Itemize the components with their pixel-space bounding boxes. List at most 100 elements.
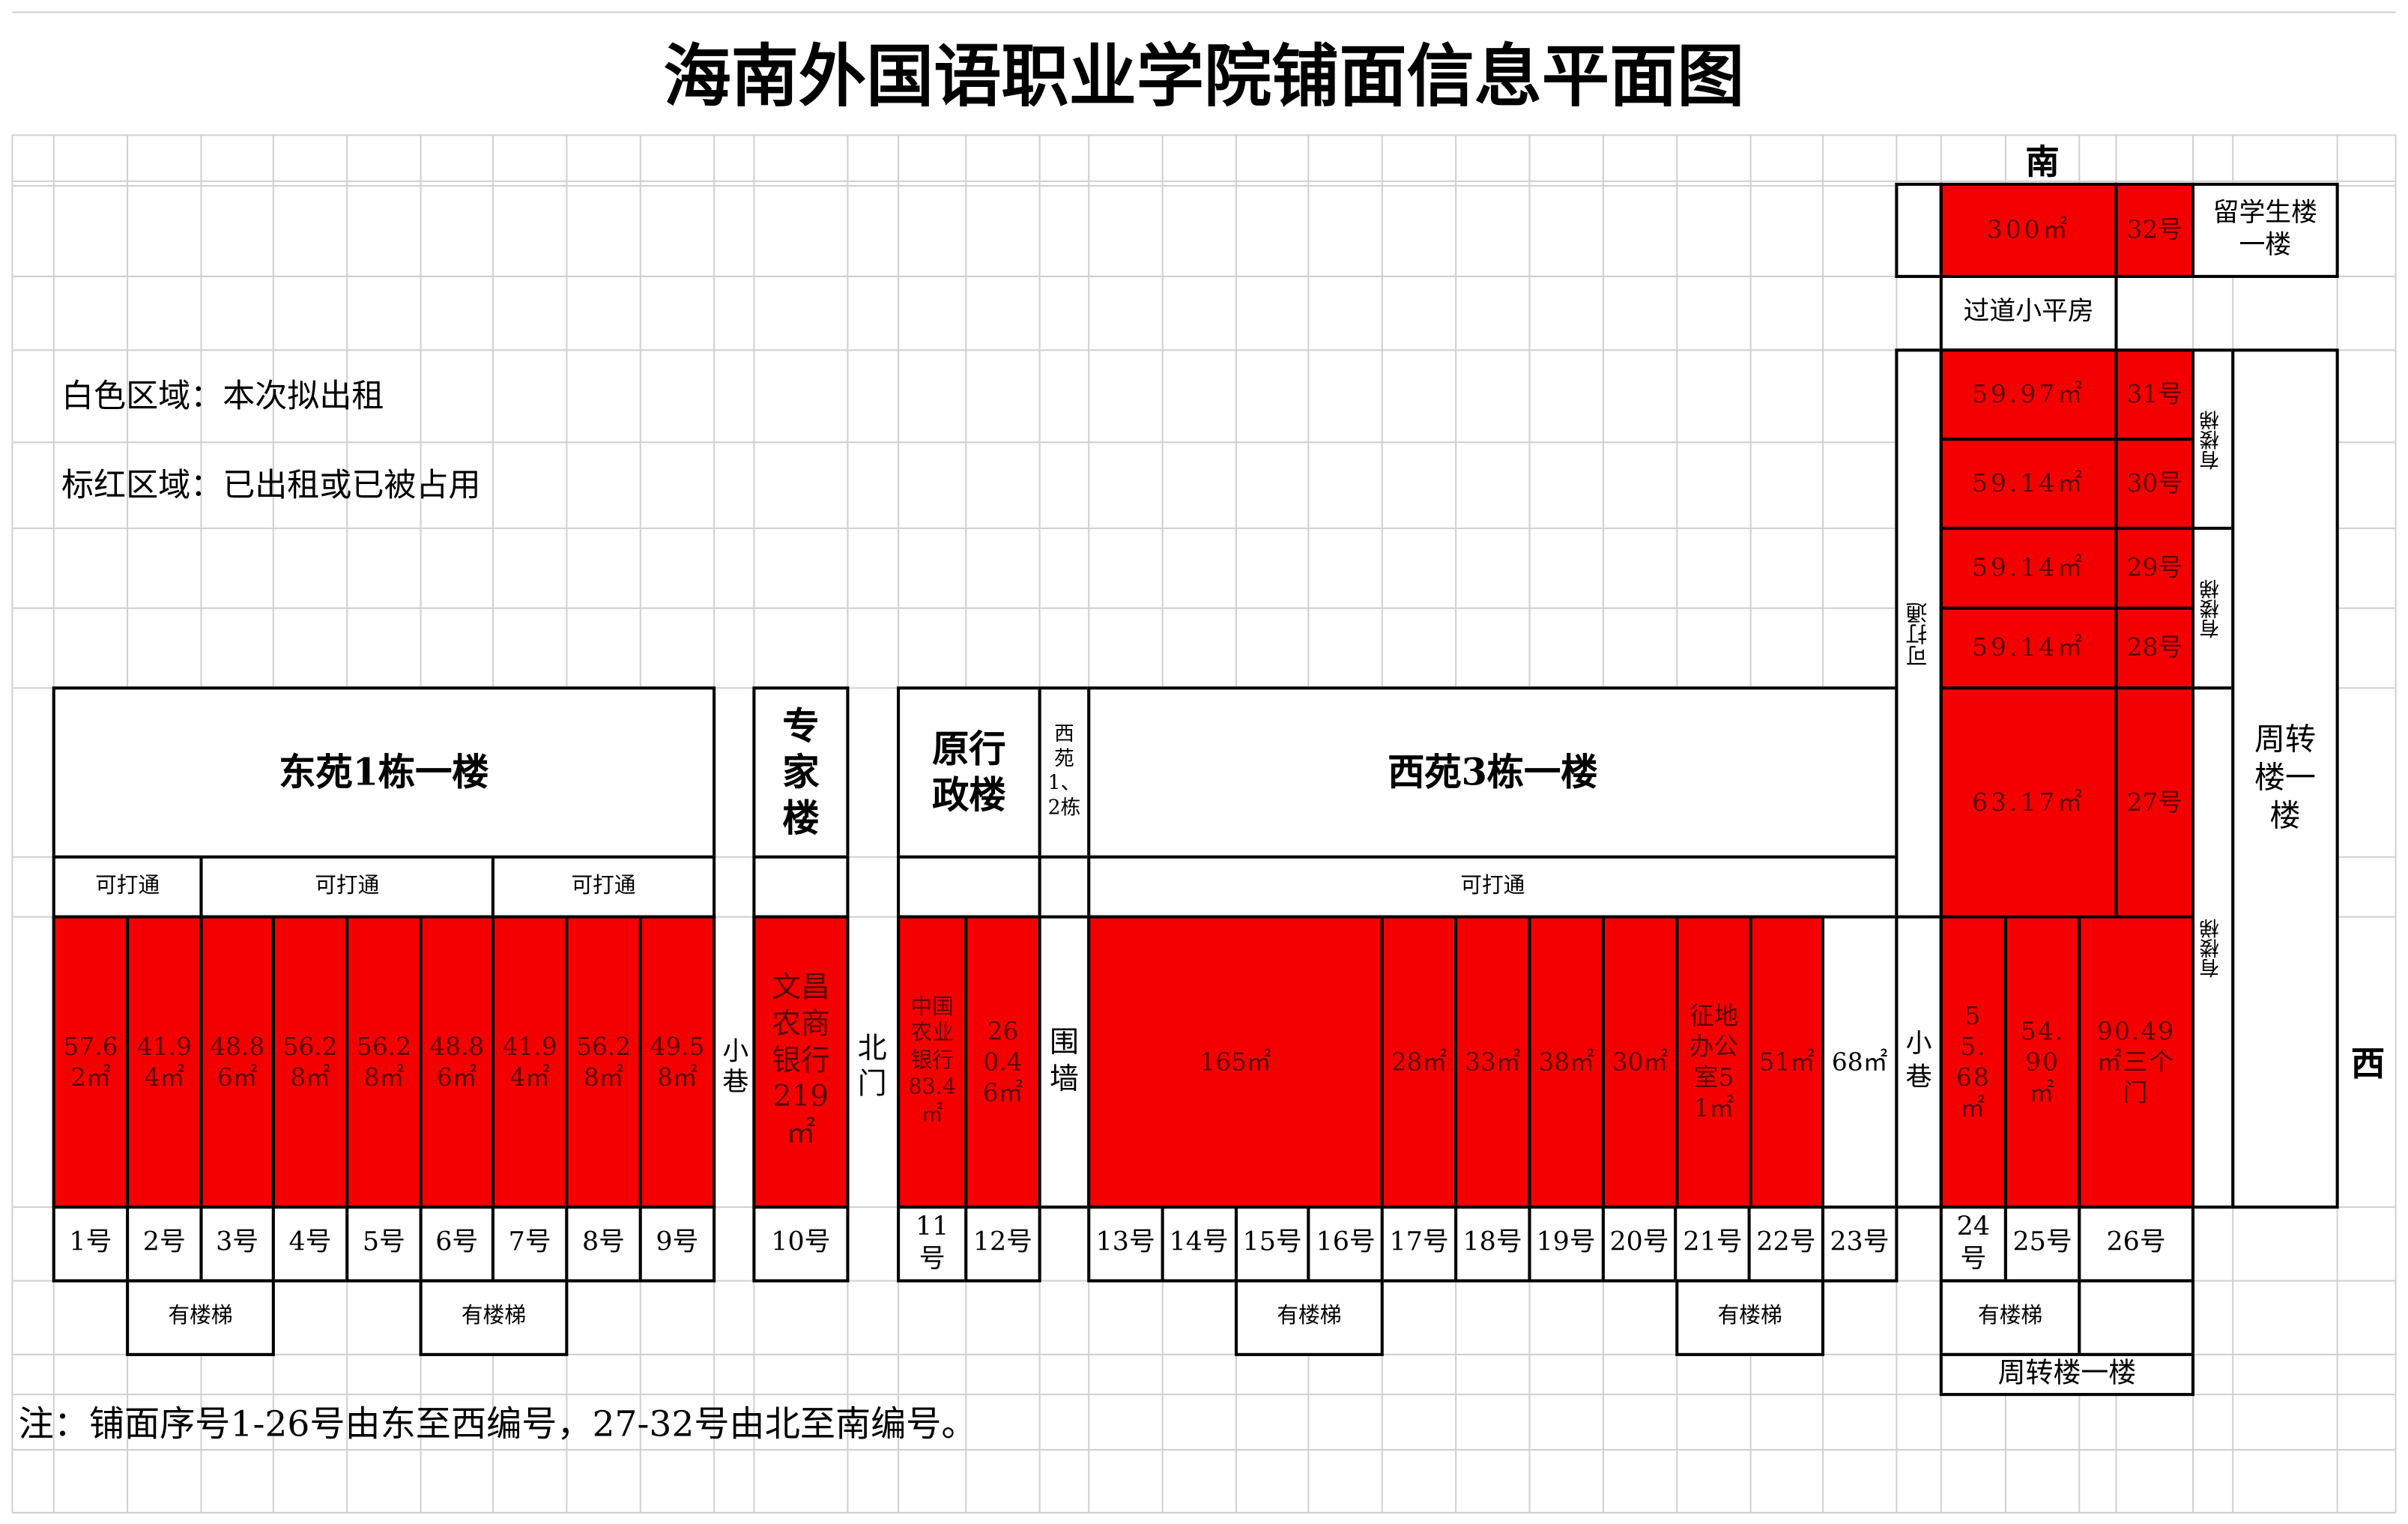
building-zhouzhuan-bottom: 周转楼一楼	[1939, 1352, 2195, 1397]
connectable-label: 可打通	[491, 855, 716, 919]
shop-area: 51㎡	[1749, 915, 1825, 1209]
shop-4-area: 56.28㎡	[271, 915, 349, 1209]
empty-cell	[897, 855, 1041, 919]
alley-label: 小巷	[1895, 915, 1943, 1209]
shop-13-number: 13号	[1087, 1206, 1164, 1283]
stairs-label: 有楼梯	[419, 1279, 569, 1356]
shop-7-area: 41.94㎡	[491, 915, 569, 1209]
shop-area: 68㎡	[1821, 915, 1899, 1209]
shop-21-number: 21号	[1674, 1206, 1752, 1283]
shop-2-area: 41.94㎡	[126, 915, 203, 1209]
building-zhouzhuan: 周转楼一楼	[2231, 348, 2339, 1209]
shop-28-number: 28号	[2114, 606, 2195, 690]
shop-26-area: 90.49㎡三个门	[2078, 915, 2195, 1209]
alley-label: 小巷	[722, 1035, 749, 1098]
shop-5-area: 56.28㎡	[345, 915, 423, 1209]
stairs-label: 有楼梯	[2191, 348, 2235, 530]
building-xiyuan-3: 西苑3栋一楼	[1087, 686, 1899, 859]
stairs-label: 有楼梯	[2191, 686, 2235, 1209]
connectable-label: 可打通	[199, 855, 495, 919]
shop-32-area: 300㎡	[1939, 182, 2118, 278]
shop-20-number: 20号	[1601, 1206, 1678, 1283]
connectable-label: 可打通	[1895, 348, 1943, 919]
shop-19-number: 19号	[1528, 1206, 1605, 1283]
shop-1-number: 1号	[52, 1206, 130, 1283]
stairs-text: 有楼梯	[2200, 917, 2224, 978]
stairs-label: 有楼梯	[1234, 1279, 1384, 1356]
shop-23-number: 23号	[1821, 1206, 1899, 1283]
shop-28-area: 59.14㎡	[1939, 606, 2118, 690]
shop-27-area: 63.17㎡	[1939, 686, 2118, 919]
shop-9-area: 49.58㎡	[638, 915, 716, 1209]
shop-3-area: 48.86㎡	[199, 915, 275, 1209]
shop-12-area: 260.46㎡	[964, 915, 1041, 1209]
shop-5-number: 5号	[345, 1206, 423, 1283]
shop-25-number: 25号	[2003, 1206, 2081, 1283]
shop-31-area: 59.97㎡	[1939, 348, 2118, 441]
shop-area: 30㎡	[1601, 915, 1679, 1209]
shop-area: 38㎡	[1528, 915, 1605, 1209]
note: 注：铺面序号1-26号由东至西编号，27-32号由北至南编号。	[18, 1405, 977, 1446]
stairs-label: 有楼梯	[2191, 527, 2235, 690]
stairs-label: 有楼梯	[1939, 1279, 2081, 1356]
compass-west: 西	[2351, 1044, 2386, 1084]
connectable-label: 可打通	[1087, 855, 1899, 919]
connectable-label: 可打通	[52, 855, 203, 919]
shop-30-area: 59.14㎡	[1939, 438, 2118, 530]
page-title: 海南外国语职业学院铺面信息平面图	[663, 37, 1745, 116]
shop-area: 28㎡	[1380, 915, 1458, 1209]
shop-31-number: 31号	[2114, 348, 2195, 441]
stairs-text: 有楼梯	[2200, 409, 2224, 470]
shop-8-area: 56.28㎡	[565, 915, 642, 1209]
shop-area: 165㎡	[1087, 915, 1384, 1209]
shop-32-number: 32号	[2114, 182, 2195, 278]
building-dongyuan-1: 东苑1栋一楼	[52, 686, 716, 859]
shop-area: 征地办公室51㎡	[1675, 915, 1752, 1209]
stairs-text: 有楼梯	[2200, 578, 2224, 638]
building-admin: 原行政楼	[897, 686, 1041, 859]
shop-15-number: 15号	[1234, 1206, 1311, 1283]
passage-building: 过道小平房	[1939, 274, 2118, 352]
shop-11-number: 11号	[897, 1206, 968, 1283]
shop-9-number: 9号	[638, 1206, 716, 1283]
north-gate-label: 北门	[857, 1032, 887, 1101]
empty-cell	[1895, 182, 1943, 278]
shop-29-number: 29号	[2114, 527, 2195, 610]
shop-2-number: 2号	[126, 1206, 203, 1283]
empty-cell	[752, 855, 850, 919]
shop-6-area: 48.86㎡	[419, 915, 495, 1209]
compass-south: 南	[2025, 142, 2060, 183]
shop-24-number: 24号	[1939, 1206, 2007, 1283]
shop-area: 33㎡	[1454, 915, 1531, 1209]
wall-label: 围墙	[1038, 915, 1091, 1209]
shop-3-number: 3号	[199, 1206, 275, 1283]
building-international-students: 留学生楼一楼	[2191, 182, 2339, 278]
shop-10-number: 10号	[752, 1206, 850, 1283]
shop-29-area: 59.14㎡	[1939, 527, 2118, 610]
empty-cell	[2078, 1279, 2195, 1356]
empty-cell	[1038, 855, 1091, 919]
shop-27-number: 27号	[2114, 686, 2195, 919]
building-xiyuan-1-2: 西苑1、2栋	[1038, 686, 1091, 859]
building-expert: 专家楼	[752, 686, 850, 859]
connectable-label-label: 可打通	[1905, 601, 1930, 666]
shop-6-number: 6号	[419, 1206, 495, 1283]
shop-10-area: 文昌农商银行219㎡	[752, 915, 850, 1209]
shop-1-area: 57.62㎡	[52, 915, 130, 1209]
shop-11-area: 中国农业银行83.4㎡	[897, 915, 968, 1209]
shop-18-number: 18号	[1454, 1206, 1531, 1283]
shop-16-number: 16号	[1307, 1206, 1385, 1283]
shop-17-number: 17号	[1381, 1206, 1458, 1283]
shop-7-number: 7号	[491, 1206, 569, 1283]
shop-25-area: 54.90㎡	[2003, 915, 2081, 1209]
shop-22-number: 22号	[1747, 1206, 1825, 1283]
shop-24-area: 55.68㎡	[1939, 915, 2007, 1209]
shop-30-number: 30号	[2114, 438, 2195, 530]
shop-14-number: 14号	[1161, 1206, 1238, 1283]
stairs-label: 有楼梯	[1675, 1279, 1825, 1356]
legend-red: 标红区域：已出租或已被占用	[61, 467, 481, 505]
stairs-label: 有楼梯	[126, 1279, 275, 1356]
legend-white: 白色区域：本次拟出租	[61, 378, 384, 416]
shop-26-number: 26号	[2078, 1206, 2195, 1283]
